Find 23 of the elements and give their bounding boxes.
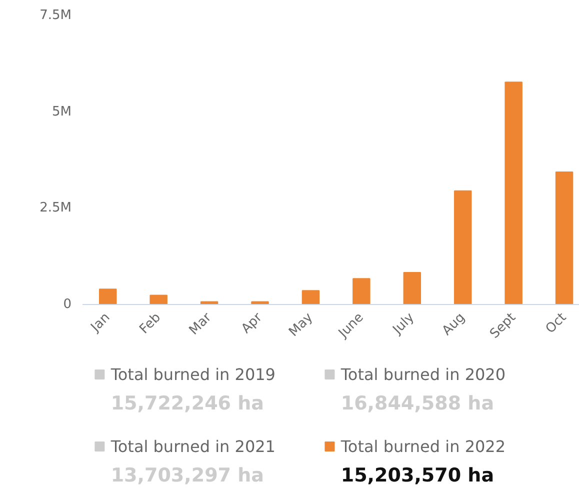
bar [150,294,168,304]
bar [352,278,370,304]
legend-label: Total burned in 2020 [340,365,506,384]
x-tick-label: Jan [88,310,114,336]
x-tick-label: Mar [186,310,216,338]
bar [454,190,472,304]
text: 15,203,570 ha [340,464,494,486]
bar [403,272,422,304]
bar [302,290,320,304]
x-tick-label: Aug [440,310,468,339]
y-tick-label: 7.5M [40,8,72,23]
bar [98,288,117,304]
legend-label: Total burned in 2021 [110,437,276,456]
y-tick-label: 5M [52,104,72,120]
x-tick-label: Feb [136,310,164,338]
legend-label: Total burned in 2022 [340,437,506,456]
bar [555,171,574,304]
bar [504,82,522,304]
legend-label: Total burned in 2019 [110,365,276,384]
y-tick-label: 0 [63,297,72,312]
x-tick-label: Apr [238,310,266,337]
x-tick-label: Oct [543,310,570,337]
y-tick-label: 2.5M [40,200,72,216]
